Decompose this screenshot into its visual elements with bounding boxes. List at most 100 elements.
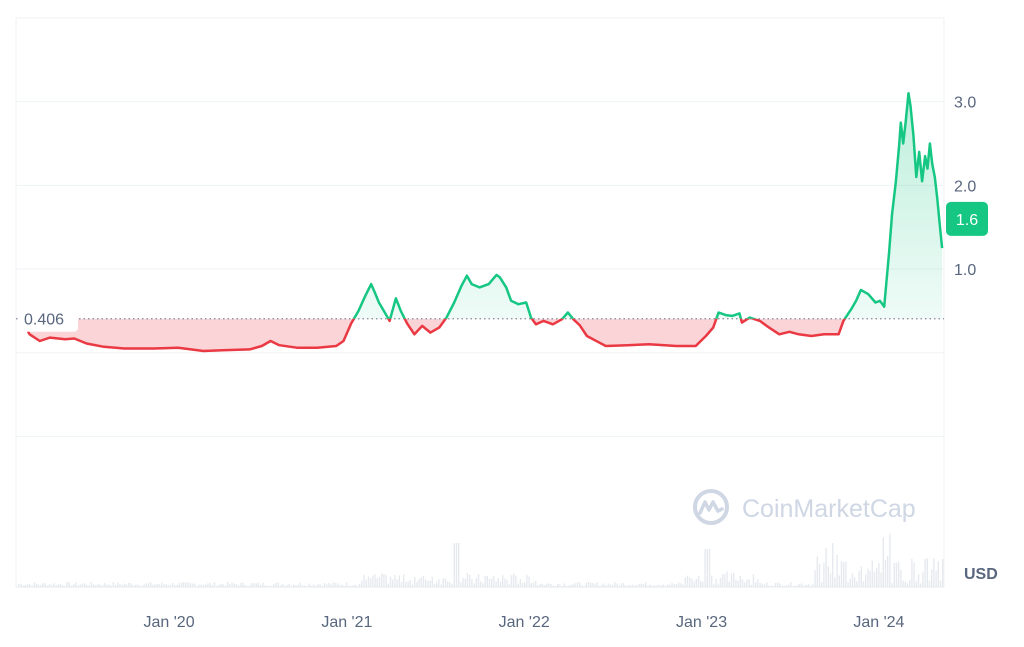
volume-bar bbox=[541, 583, 543, 587]
volume-bar bbox=[601, 584, 603, 587]
volume-bar bbox=[548, 583, 550, 587]
volume-bar bbox=[539, 583, 541, 587]
volume-bar bbox=[97, 583, 99, 587]
volume-bar bbox=[466, 573, 469, 587]
volume-bar bbox=[235, 584, 238, 587]
volume-bar bbox=[185, 582, 187, 587]
volume-bar bbox=[169, 585, 172, 587]
volume-bar bbox=[856, 581, 858, 587]
volume-bar bbox=[873, 571, 876, 587]
volume-bar bbox=[444, 578, 447, 587]
current-price: 1.6 bbox=[956, 212, 978, 229]
volume-bar bbox=[711, 575, 713, 587]
fill-above-baseline bbox=[20, 93, 943, 319]
volume-bar bbox=[77, 585, 79, 587]
volume-bar bbox=[396, 579, 398, 587]
y-tick-label: 3.0 bbox=[954, 95, 976, 112]
volume-bar bbox=[821, 582, 823, 587]
volume-bar bbox=[451, 584, 453, 587]
volume-bar bbox=[928, 580, 931, 587]
volume-bar bbox=[381, 573, 383, 587]
volume-bar bbox=[453, 543, 455, 587]
volume-bar bbox=[900, 569, 902, 587]
volume-bar bbox=[926, 558, 928, 587]
volume-bar bbox=[249, 585, 251, 587]
volume-bar bbox=[20, 583, 22, 587]
volume-bar bbox=[867, 568, 869, 587]
volume-bar bbox=[882, 537, 884, 587]
volume-bar bbox=[902, 580, 904, 587]
volume-bar bbox=[702, 581, 704, 587]
volume-bar bbox=[515, 575, 517, 587]
volume-bar bbox=[319, 584, 321, 587]
volume-bar bbox=[574, 583, 576, 587]
volume-bar bbox=[433, 584, 436, 587]
volume-bar bbox=[352, 585, 354, 587]
y-tick-label: 2.0 bbox=[954, 178, 976, 195]
volume-bar bbox=[312, 584, 315, 587]
volume-bar bbox=[893, 562, 895, 587]
volume-bar bbox=[370, 578, 372, 587]
volume-bar bbox=[550, 584, 552, 587]
x-tick-label: Jan '21 bbox=[321, 614, 372, 631]
volume-bar bbox=[207, 583, 209, 587]
volume-bar bbox=[242, 582, 244, 587]
volume-bar bbox=[596, 582, 598, 587]
volume-bar bbox=[838, 575, 840, 587]
volume-bar bbox=[255, 583, 257, 587]
volume-bar bbox=[922, 572, 924, 587]
volume-bar bbox=[629, 585, 631, 587]
volume-bar bbox=[543, 585, 546, 587]
volume-bar bbox=[103, 582, 106, 587]
volume-bar bbox=[761, 583, 763, 587]
volume-bar bbox=[123, 583, 125, 587]
volume-bar bbox=[794, 585, 796, 587]
volume-bar bbox=[427, 580, 429, 587]
watermark: CoinMarketCap bbox=[693, 489, 916, 525]
volume-bar bbox=[763, 584, 766, 587]
volume-bar bbox=[198, 584, 200, 587]
volume-bar bbox=[623, 583, 625, 587]
volume-bar bbox=[343, 585, 345, 587]
volume-bar bbox=[414, 577, 416, 587]
volume-bar bbox=[46, 585, 48, 587]
volume-bar bbox=[625, 585, 627, 587]
volume-bar bbox=[805, 585, 807, 587]
volume-bar bbox=[678, 582, 680, 587]
volume-bar bbox=[288, 584, 290, 587]
volume-bar bbox=[911, 559, 913, 587]
volume-bar bbox=[222, 584, 224, 587]
volume-bar bbox=[152, 584, 154, 587]
volume-bar bbox=[392, 579, 394, 587]
volume-bar bbox=[733, 572, 735, 587]
volume-bar bbox=[367, 576, 370, 587]
volume-bar bbox=[35, 583, 37, 587]
volume-bar bbox=[579, 582, 581, 587]
volume-bar bbox=[458, 543, 460, 587]
volume-bar bbox=[777, 582, 779, 587]
volume-bar bbox=[488, 579, 491, 587]
volume-bar bbox=[783, 585, 785, 587]
volume-bar bbox=[612, 584, 614, 587]
volume-bar bbox=[279, 585, 282, 587]
volume-bar bbox=[499, 581, 502, 587]
volume-bar bbox=[834, 577, 836, 587]
volume-bar bbox=[730, 573, 733, 587]
volume-bar bbox=[31, 585, 33, 587]
volume-bar bbox=[266, 585, 268, 587]
volume-bar bbox=[673, 584, 675, 587]
volume-bar bbox=[554, 586, 557, 587]
volume-bar bbox=[532, 582, 535, 587]
volume-bar bbox=[827, 566, 829, 587]
volume-bar bbox=[99, 584, 101, 587]
volume-bar bbox=[862, 581, 865, 587]
volume-bar bbox=[301, 585, 304, 587]
x-tick-label: Jan '22 bbox=[499, 614, 550, 631]
volume-bar bbox=[315, 585, 317, 587]
volume-bar bbox=[81, 583, 84, 587]
volume-bar bbox=[495, 581, 497, 587]
volume-bar bbox=[145, 583, 147, 587]
volume-bar bbox=[394, 575, 396, 587]
volume-bar bbox=[814, 570, 816, 587]
volume-bar bbox=[889, 533, 891, 587]
